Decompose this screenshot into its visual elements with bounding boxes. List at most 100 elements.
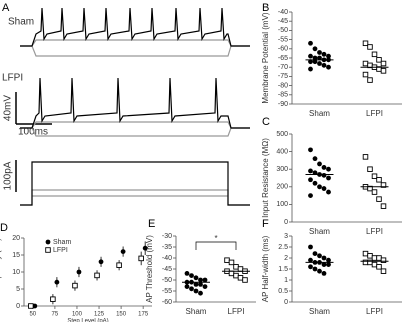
- data-point: [326, 64, 331, 70]
- data-point: [326, 53, 331, 59]
- data-point: [116, 262, 122, 268]
- data-point: [376, 177, 382, 183]
- data-point: [28, 303, 34, 309]
- x-tick-label: 50: [29, 312, 36, 318]
- data-point: [184, 284, 190, 289]
- data-point: [120, 249, 126, 255]
- data-point: [380, 182, 387, 188]
- data-point: [198, 290, 203, 296]
- data-point: [45, 247, 51, 253]
- y-tick-label: -75: [278, 73, 288, 80]
- data-point: [202, 284, 208, 289]
- data-point: [308, 177, 313, 183]
- data-point: [189, 286, 194, 292]
- data-point: [242, 277, 248, 283]
- data-point: [321, 51, 327, 57]
- data-point: [308, 147, 313, 153]
- data-point: [321, 165, 327, 170]
- y-axis-label: AP Frequency (Hz): [0, 238, 2, 306]
- data-point: [317, 61, 322, 66]
- y-tick-label: 2: [284, 255, 288, 262]
- data-point: [308, 53, 313, 59]
- data-point: [376, 264, 382, 270]
- y-tick-label: -50: [278, 27, 288, 34]
- data-point: [371, 255, 378, 261]
- data-point: [362, 154, 369, 160]
- y-tick-label: -35: [162, 244, 172, 251]
- data-point: [308, 40, 313, 46]
- data-point: [193, 288, 199, 294]
- data-point: [317, 55, 322, 61]
- x-tick-label: LFPI: [366, 307, 383, 316]
- data-point: [224, 257, 230, 263]
- data-point: [54, 279, 60, 285]
- scale-label: 100ms: [18, 127, 48, 138]
- y-tick-label: 5: [16, 286, 20, 293]
- data-point: [189, 273, 194, 278]
- y-tick-label: 2.5: [278, 244, 288, 251]
- trace-label: LFPI: [2, 73, 23, 84]
- panel-label: E: [148, 218, 155, 230]
- data-point: [326, 166, 331, 172]
- y-axis-label: AP Half-width (ms): [261, 235, 270, 302]
- data-point: [237, 275, 244, 281]
- legend-label: LFPI: [53, 247, 68, 254]
- data-point: [326, 175, 331, 181]
- trace-label: Sham: [8, 17, 34, 28]
- data-point: [312, 59, 318, 65]
- data-point: [233, 272, 239, 279]
- scale-label: 40mV: [3, 95, 14, 121]
- y-tick-label: -60: [278, 46, 288, 53]
- x-tick-label: LFPI: [366, 109, 383, 118]
- data-point: [308, 66, 313, 72]
- y-tick-label: 3: [284, 233, 288, 240]
- y-tick-label: -55: [162, 288, 172, 295]
- x-tick-label: 125: [94, 312, 105, 318]
- x-tick-label: LFPI: [228, 307, 245, 316]
- x-tick-label: 100: [72, 312, 83, 318]
- data-point: [380, 68, 387, 74]
- data-point: [326, 257, 331, 263]
- voltage-trace: [20, 127, 250, 137]
- significance-bracket: [195, 241, 237, 250]
- data-point: [198, 277, 203, 283]
- data-point: [367, 166, 373, 172]
- panel-label: B: [262, 2, 269, 14]
- panel-label: C: [262, 116, 270, 128]
- x-tick-label: 150: [116, 312, 127, 318]
- data-point: [380, 60, 387, 67]
- data-point: [308, 59, 313, 65]
- data-point: [312, 180, 318, 186]
- x-tick-label: 175: [138, 312, 149, 318]
- data-point: [376, 57, 382, 63]
- data-point: [317, 268, 322, 274]
- data-point: [184, 271, 190, 276]
- data-point: [317, 253, 322, 259]
- y-tick-label: 10: [12, 269, 20, 276]
- x-tick-label: Sham: [186, 307, 207, 316]
- data-point: [326, 262, 331, 267]
- x-tick-label: Sham: [309, 307, 330, 316]
- voltage-trace: [20, 39, 250, 47]
- y-tick-label: 200: [276, 184, 288, 191]
- y-tick-label: 500: [276, 131, 288, 138]
- data-point: [376, 255, 382, 261]
- data-point: [228, 259, 235, 266]
- data-point: [367, 253, 373, 259]
- data-point: [308, 193, 313, 199]
- data-point: [317, 50, 322, 55]
- scale-label: 100pA: [3, 161, 14, 190]
- voltage-trace: [20, 77, 250, 129]
- y-tick-label: 0: [284, 299, 288, 306]
- data-point: [32, 303, 38, 309]
- panel-label: A: [2, 2, 10, 14]
- data-point: [371, 189, 378, 195]
- data-point: [367, 44, 373, 50]
- annotation: *: [214, 234, 217, 243]
- data-point: [362, 259, 369, 266]
- y-tick-label: 1.5: [278, 266, 288, 273]
- voltage-trace: [20, 121, 250, 129]
- data-point: [362, 60, 369, 67]
- data-point: [321, 186, 327, 191]
